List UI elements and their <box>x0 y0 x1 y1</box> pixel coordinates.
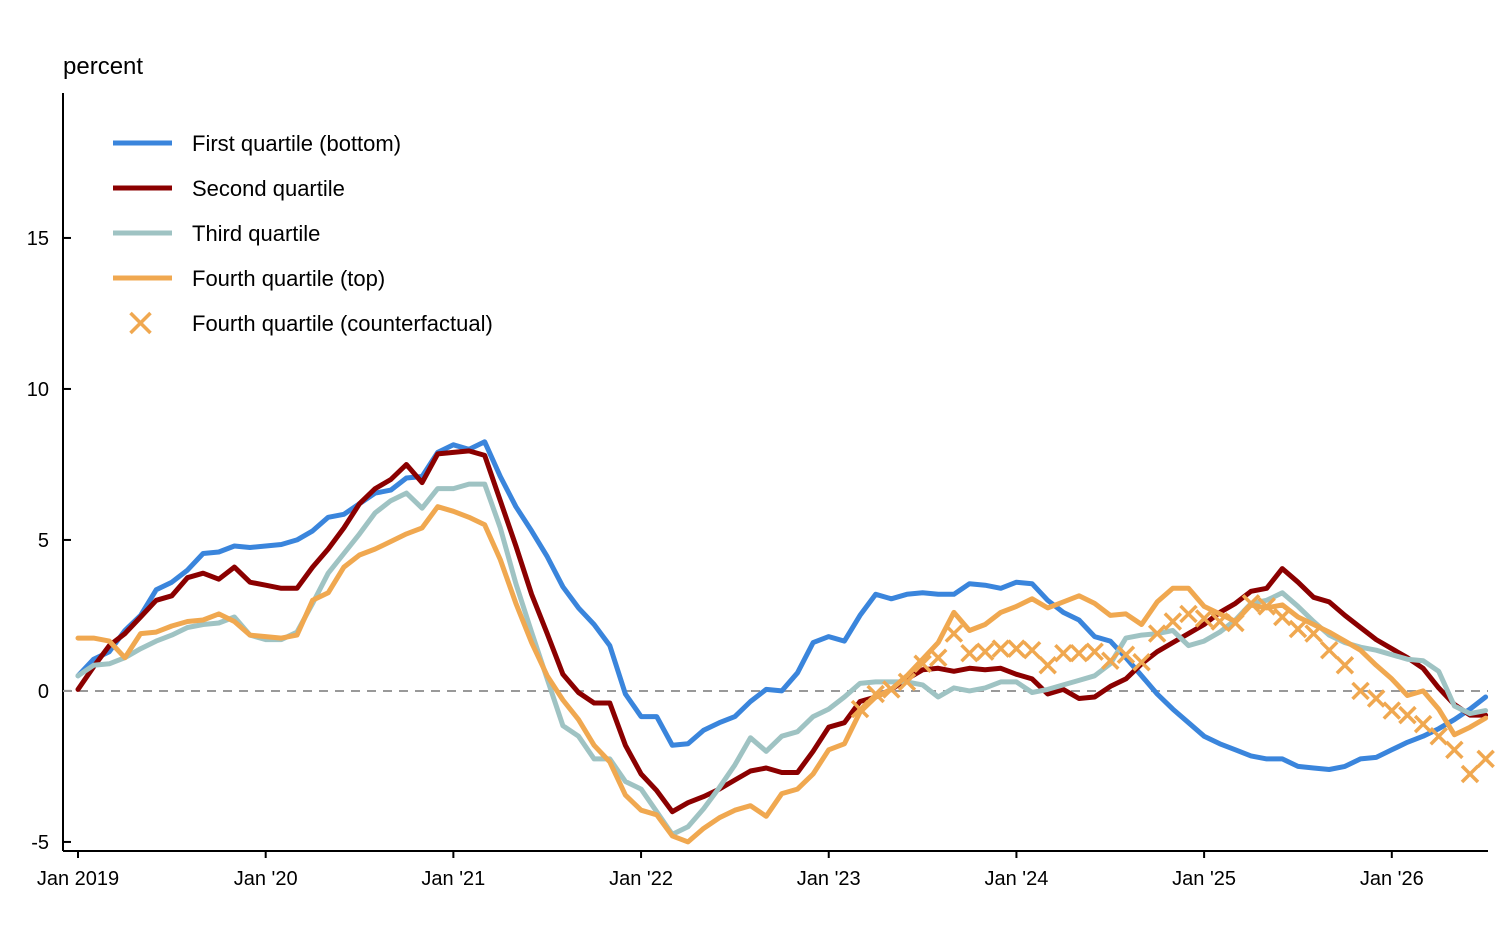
legend-item: Third quartile <box>113 221 320 246</box>
counterfactual-point <box>975 642 995 661</box>
y-tick-label: 5 <box>38 530 49 552</box>
counterfactual-point <box>866 684 885 704</box>
counterfactual-point <box>1288 619 1308 639</box>
x-tick-label: Jan '26 <box>1360 868 1424 890</box>
y-tick-label: 15 <box>27 228 49 250</box>
counterfactual-point <box>1429 727 1448 746</box>
counterfactual-point <box>1226 613 1245 633</box>
counterfactual-point <box>1132 653 1151 672</box>
y-tick-label: 10 <box>27 379 49 401</box>
counterfactual-point <box>944 624 964 643</box>
legend-label: Fourth quartile (top) <box>192 266 385 291</box>
counterfactual-point <box>1351 681 1370 701</box>
counterfactual-point <box>1007 639 1026 658</box>
legend-item: Fourth quartile (counterfactual) <box>129 311 493 336</box>
y-tick-label: 0 <box>38 681 49 703</box>
legend-label: Third quartile <box>192 221 320 246</box>
legend-item: Fourth quartile (top) <box>113 266 385 291</box>
y-ticks: -5 0 5 10 15 <box>27 228 71 854</box>
counterfactual-point <box>1116 645 1136 664</box>
counterfactual-point <box>1366 689 1386 708</box>
counterfactual-point <box>913 654 932 674</box>
x-tick-label: Jan '21 <box>421 868 485 890</box>
counterfactual-point <box>1460 764 1480 784</box>
counterfactual-point <box>1038 656 1057 675</box>
counterfactual-point <box>1163 612 1183 631</box>
legend-swatch <box>129 311 152 335</box>
counterfactual-point <box>1319 640 1339 660</box>
legend-item: First quartile (bottom) <box>113 131 401 156</box>
y-axis-unit-label: percent <box>63 53 143 80</box>
legend: First quartile (bottom) Second quartile Th… <box>113 131 493 336</box>
series-line-4 <box>75 504 1489 845</box>
x-tick-label: Jan '23 <box>797 868 861 890</box>
counterfactual-point <box>928 648 948 667</box>
series-line-1 <box>75 439 1489 772</box>
legend-label: Second quartile <box>192 176 345 201</box>
counterfactual-point <box>1085 642 1104 661</box>
counterfactual-point <box>1382 701 1402 720</box>
counterfactual-point <box>1179 604 1198 624</box>
counterfactual-point <box>991 639 1011 658</box>
counterfactual-point <box>897 672 917 692</box>
counterfactual-point <box>1194 609 1214 628</box>
counterfactual-point <box>1101 651 1120 670</box>
counterfactual-point <box>1054 643 1073 663</box>
series-line-2 <box>75 448 1489 815</box>
counterfactual-point <box>1210 612 1229 631</box>
x-tick-label: Jan '24 <box>984 868 1048 890</box>
series-line-3 <box>75 481 1489 837</box>
counterfactual-point <box>1257 597 1276 616</box>
legend-label: First quartile (bottom) <box>192 131 401 156</box>
counterfactual-point <box>1445 740 1464 760</box>
x-ticks: Jan 2019 Jan '20 Jan '21 Jan '22 Jan '23 Jan … <box>37 851 1424 890</box>
x-tick-label: Jan '25 <box>1172 868 1236 890</box>
counterfactual-point <box>1147 624 1167 643</box>
counterfactual-point <box>882 680 901 699</box>
counterfactual-point <box>1398 705 1417 725</box>
series-group <box>75 439 1495 845</box>
counterfactual-point <box>1304 624 1323 643</box>
counterfactual-markers <box>850 594 1495 784</box>
counterfactual-point <box>1413 714 1433 734</box>
counterfactual-point <box>850 699 870 719</box>
counterfactual-point <box>960 643 979 663</box>
x-tick-label: Jan '20 <box>234 868 298 890</box>
legend-label: Fourth quartile (counterfactual) <box>192 311 493 336</box>
x-tick-label: Jan '22 <box>609 868 673 890</box>
counterfactual-point <box>1335 656 1355 675</box>
x-tick-label: Jan 2019 <box>37 868 119 890</box>
counterfactual-point <box>1022 640 1042 660</box>
counterfactual-point <box>1069 643 1089 663</box>
counterfactual-point <box>1476 749 1495 769</box>
counterfactual-point <box>1241 594 1261 613</box>
y-tick-label: -5 <box>31 832 49 854</box>
counterfactual-point <box>1273 607 1292 627</box>
legend-item: Second quartile <box>113 176 345 201</box>
